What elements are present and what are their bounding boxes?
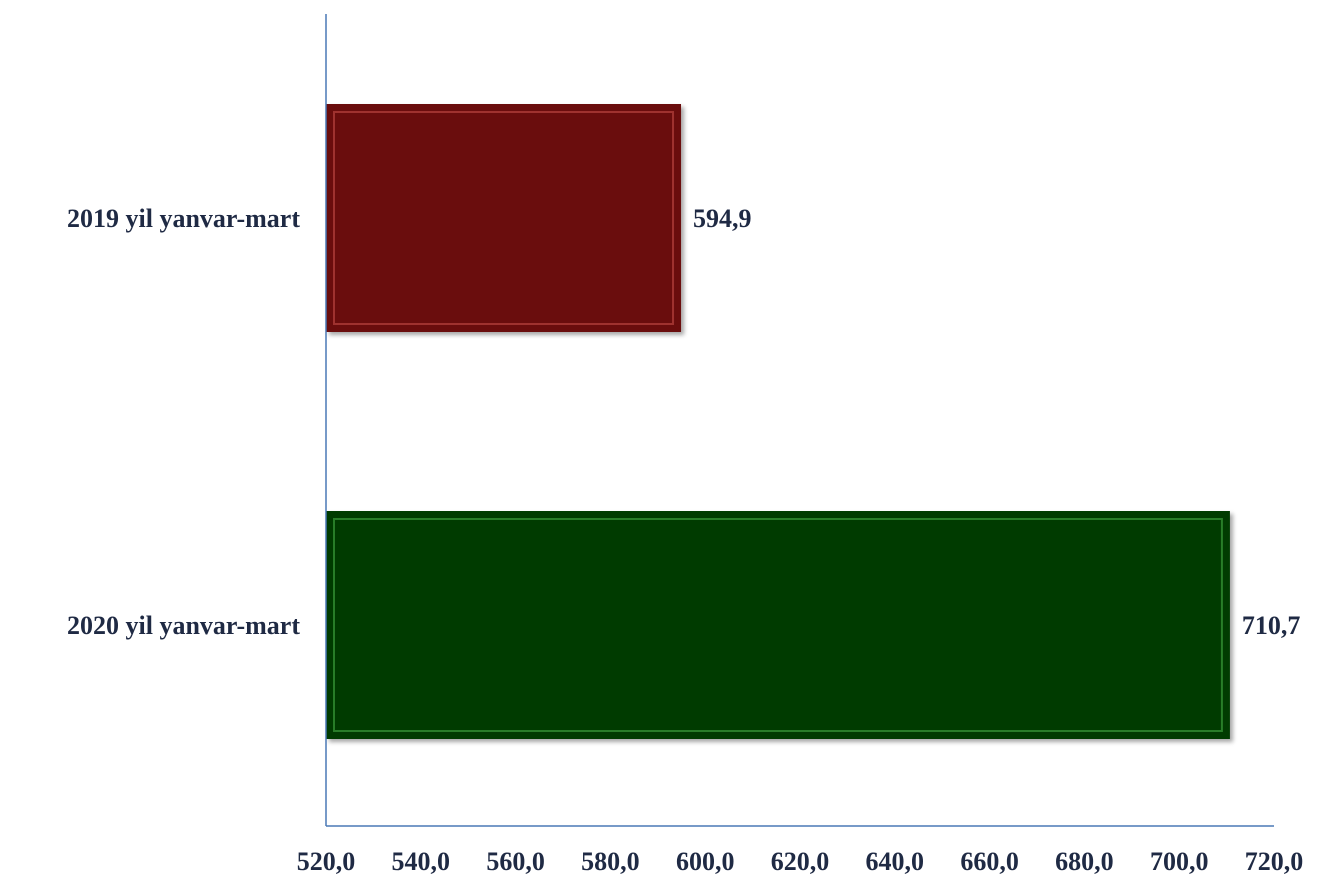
x-tick-label: 660,0 bbox=[960, 847, 1019, 876]
x-tick-label: 680,0 bbox=[1055, 847, 1114, 876]
x-tick-label: 600,0 bbox=[676, 847, 735, 876]
x-tick-label: 520,0 bbox=[297, 847, 356, 876]
category-label: 2019 yil yanvar-mart bbox=[67, 204, 300, 233]
axis-layer bbox=[325, 14, 1274, 827]
x-tick-label: 720,0 bbox=[1245, 847, 1304, 876]
bar-group bbox=[326, 104, 682, 332]
x-tick-label: 540,0 bbox=[392, 847, 451, 876]
labels-layer: 594,9 2019 yil yanvar-mart 710,7 2020 yil y… bbox=[67, 204, 1303, 876]
bar bbox=[326, 104, 682, 332]
bars-layer bbox=[326, 104, 1230, 739]
x-tick-label: 620,0 bbox=[771, 847, 830, 876]
x-tick-label: 580,0 bbox=[581, 847, 640, 876]
bar-inner-bevel bbox=[333, 111, 675, 325]
data-label: 710,7 bbox=[1242, 611, 1301, 640]
x-tick-label: 560,0 bbox=[486, 847, 545, 876]
category-label: 2020 yil yanvar-mart bbox=[67, 611, 300, 640]
data-label: 594,9 bbox=[693, 204, 752, 233]
bar-group bbox=[326, 511, 1230, 739]
x-tick-label: 700,0 bbox=[1150, 847, 1209, 876]
bar-inner-bevel bbox=[333, 518, 1223, 732]
bar bbox=[326, 511, 1230, 739]
x-tick-label: 640,0 bbox=[866, 847, 925, 876]
